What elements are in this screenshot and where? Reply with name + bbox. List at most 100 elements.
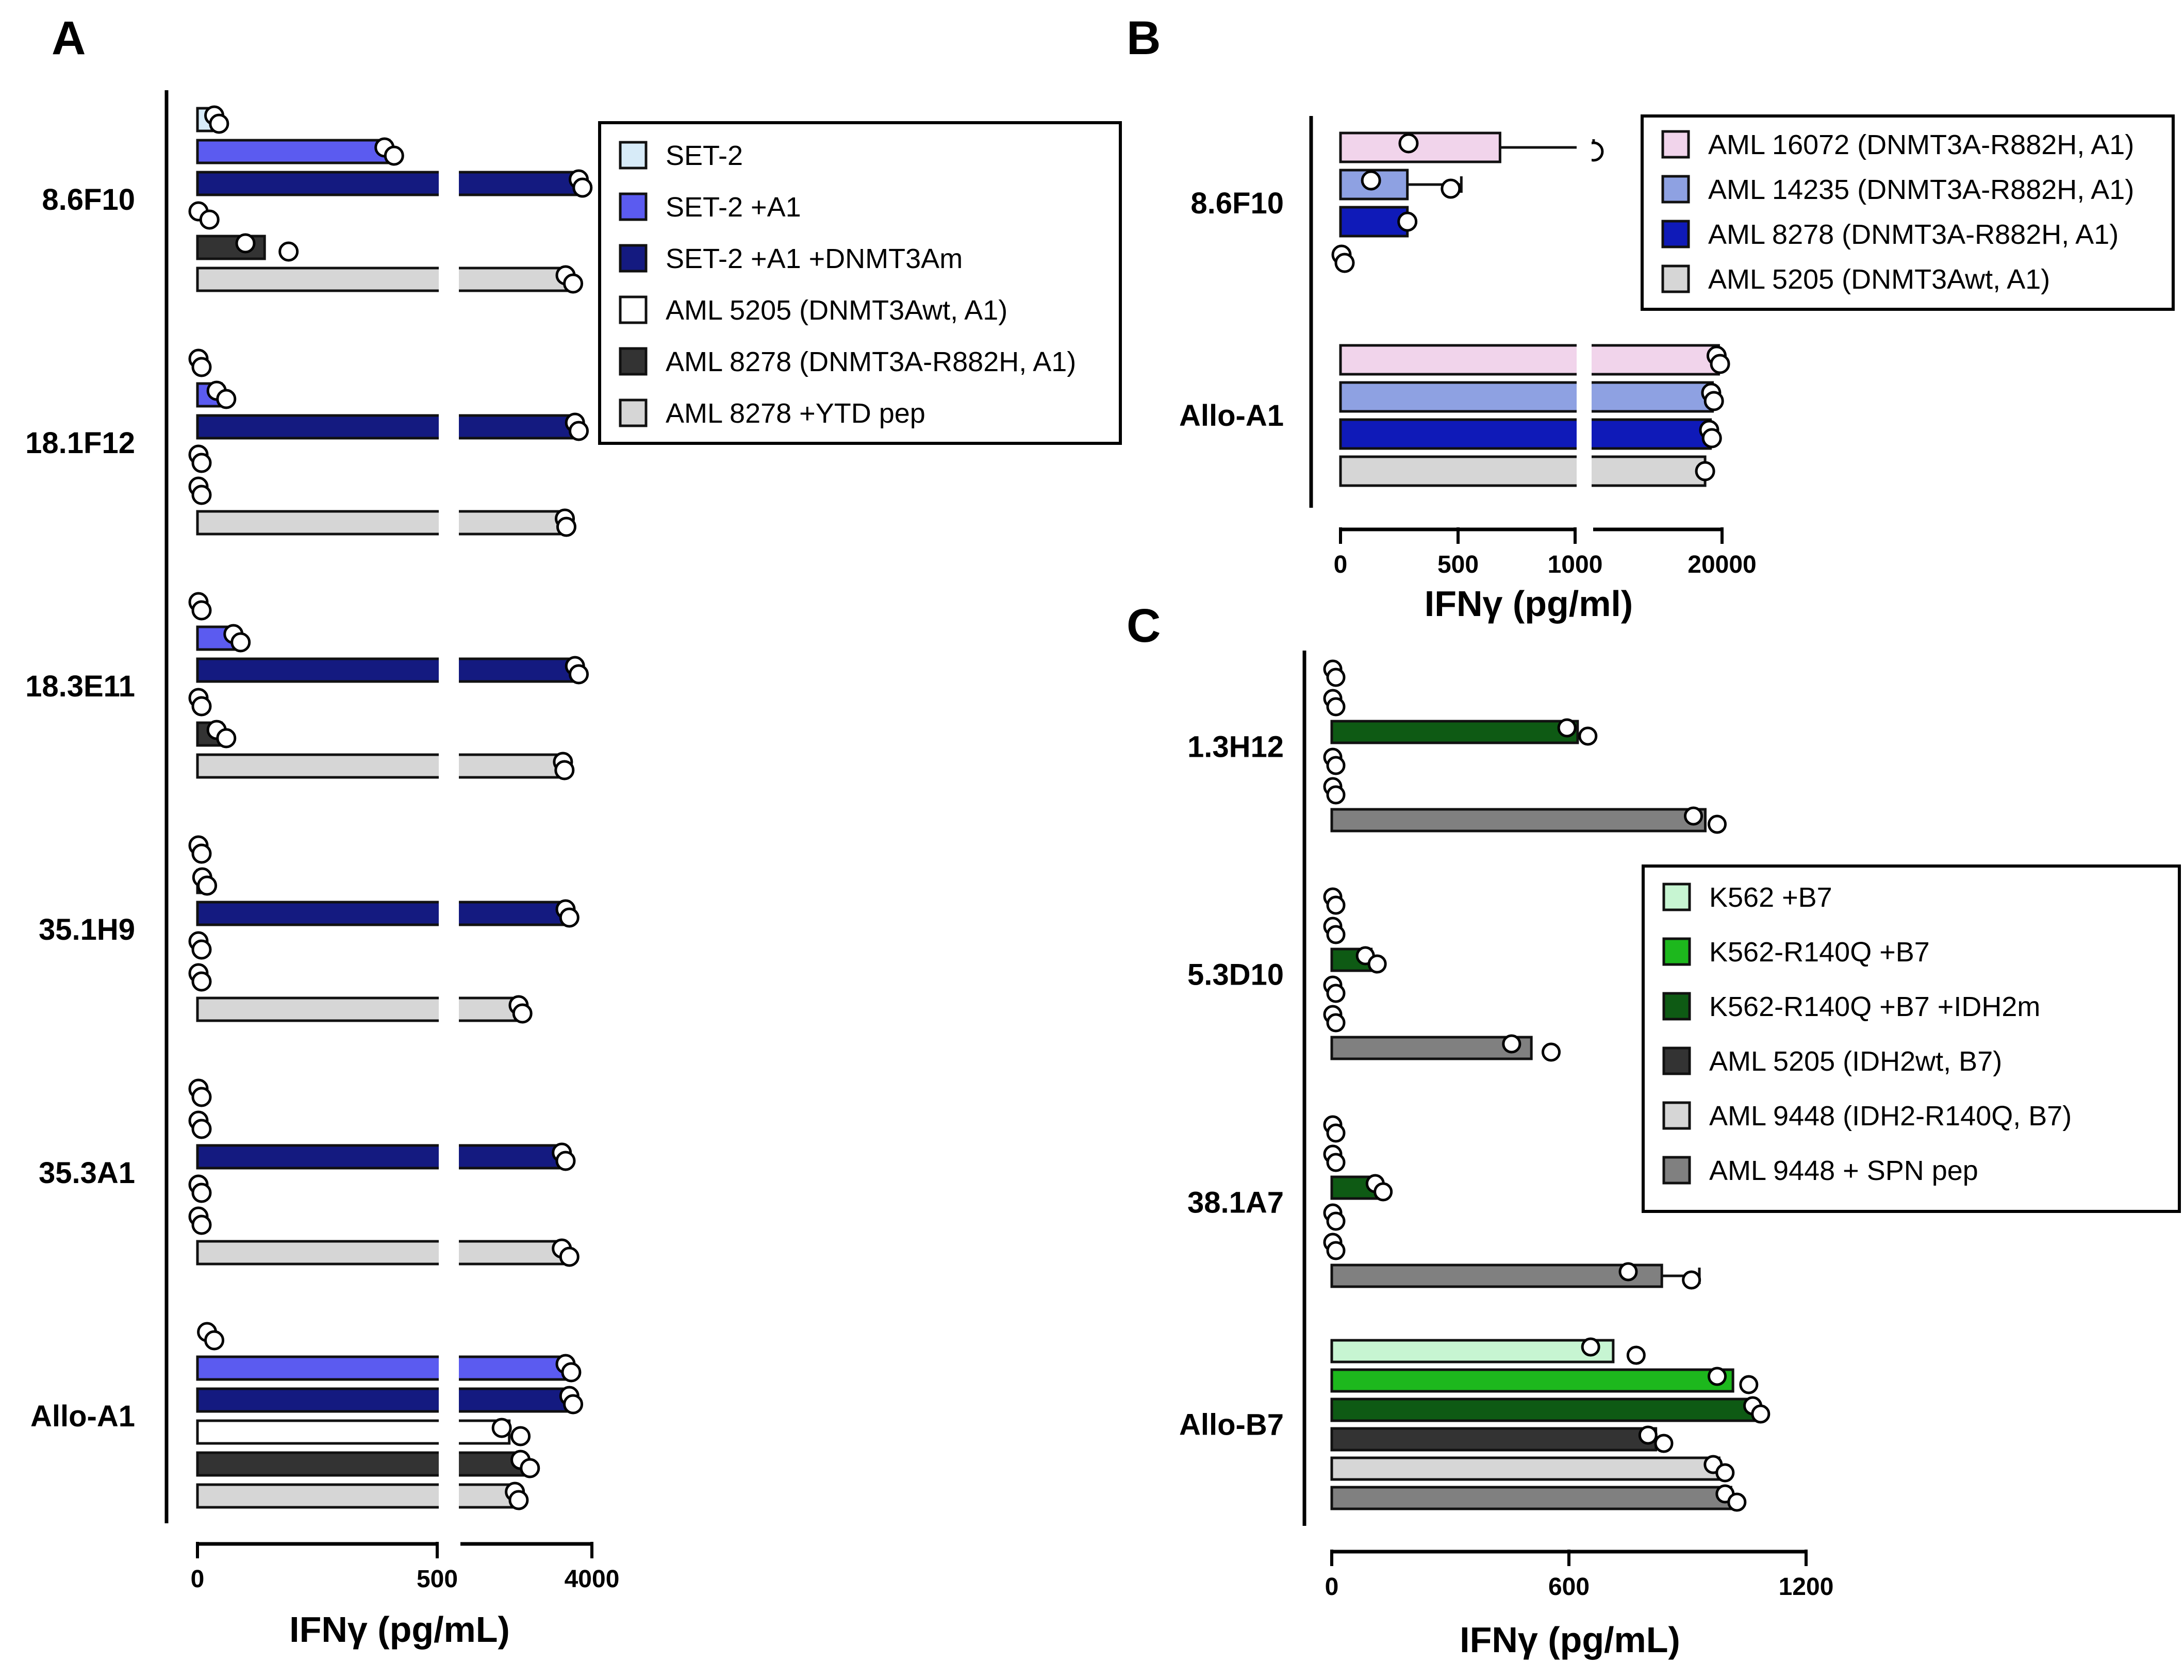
point-18-1f12-aml-8278-dnmt3a-r882h-a1-1 — [191, 485, 212, 505]
legend-label-aml-16072-dnmt3a-r882h-a1: AML 16072 (DNMT3A-R882H, A1) — [1708, 129, 2134, 160]
x-tick-label-0: 0 — [1334, 551, 1348, 578]
legend-label-set-2-a1: SET-2 +A1 — [666, 192, 801, 223]
legend-label-aml-8278-ytd-pep: AML 8278 +YTD pep — [666, 398, 925, 429]
legend-swatch-set-2-a1 — [619, 192, 648, 221]
point-allo-a1-aml-16072-dnmt3a-r882h-a1-1 — [1710, 354, 1730, 374]
group-label-8-6f10: 8.6F10 — [1190, 187, 1284, 220]
bar-allo-b7-aml-5205-idh2wt-b7 — [1330, 1427, 1658, 1452]
legend-label-aml-5205-dnmt3awt-a1: AML 5205 (DNMT3Awt, A1) — [666, 295, 1007, 326]
group-label-1-3h12: 1.3H12 — [1187, 730, 1284, 764]
bar-35-1h9-set-2-a1-dnmt3am — [196, 901, 569, 926]
legend-swatch-aml-8278-dnmt3a-r882h-a1 — [619, 347, 648, 376]
point-8-6f10-aml-14235-dnmt3a-r882h-a1-0 — [1361, 170, 1381, 191]
point-allo-b7-k562-r140q-b7-1 — [1739, 1375, 1759, 1394]
x-tick-label-500: 500 — [1437, 551, 1479, 578]
legend-swatch-aml-9448-idh2-r140q-b7 — [1662, 1101, 1691, 1130]
panel-letter-b: B — [1127, 12, 1161, 64]
point-1-3h12-aml-9448-spn-pep-0 — [1684, 806, 1703, 826]
legend-label-k562-b7: K562 +B7 — [1709, 882, 1832, 913]
point-allo-b7-k562-b7-0 — [1581, 1337, 1600, 1357]
bar-1-3h12-k562-r140q-b7-idh2m — [1330, 720, 1579, 744]
bar-allo-a1-set-2-a1-dnmt3am — [196, 1387, 573, 1413]
legend-label-k562-r140q-b7-idh2m: K562-R140Q +B7 +IDH2m — [1709, 991, 2040, 1022]
point-38-1a7-aml-9448-spn-pep-1 — [1682, 1270, 1701, 1290]
legend-swatch-aml-5205-dnmt3awt-a1 — [619, 295, 648, 324]
bar-8-6f10-aml-8278-ytd-pep — [196, 267, 571, 292]
legend-label-k562-r140q-b7: K562-R140Q +B7 — [1709, 937, 1930, 968]
bar-allo-a1-aml-16072-dnmt3a-r882h-a1 — [1339, 344, 1720, 376]
point-35-1h9-set-2-1 — [191, 843, 212, 864]
point-allo-a1-set-2-a1-1 — [561, 1362, 582, 1383]
point-allo-b7-k562-b7-1 — [1626, 1345, 1646, 1365]
bar-8-6f10-set-2-a1-dnmt3am — [196, 171, 582, 196]
point-35-1h9-aml-5205-dnmt3awt-a1-1 — [191, 939, 212, 960]
x-axis-title: IFNγ (pg/ml) — [1425, 584, 1633, 624]
point-allo-a1-aml-14235-dnmt3a-r882h-a1-1 — [1703, 391, 1724, 411]
point-35-3a1-set-2-a1-dnmt3am-1 — [555, 1151, 576, 1171]
point-18-1f12-set-2-1 — [191, 357, 212, 377]
point-5-3d10-aml-9448-idh2-r140q-b7-1 — [1326, 1013, 1346, 1033]
point-8-6f10-set-2-1 — [209, 113, 229, 134]
group-label-8-6f10: 8.6F10 — [42, 183, 135, 217]
legend-swatch-aml-14235-dnmt3a-r882h-a1 — [1661, 175, 1690, 204]
point-38-1a7-k562-r140q-b7-1 — [1326, 1153, 1346, 1172]
legend-swatch-k562-b7 — [1662, 883, 1691, 911]
x-tick-label-0: 0 — [1325, 1573, 1339, 1601]
point-35-1h9-aml-8278-ytd-pep-1 — [512, 1003, 533, 1024]
legend-swatch-set-2 — [619, 141, 648, 170]
point-18-1f12-aml-8278-ytd-pep-1 — [556, 517, 576, 537]
bar-35-3a1-aml-8278-ytd-pep — [196, 1240, 567, 1266]
point-1-3h12-k562-r140q-b7-idh2m-0 — [1557, 718, 1577, 738]
bar-allo-b7-aml-9448-idh2-r140q-b7 — [1330, 1456, 1720, 1481]
bar-18-3e11-set-2-a1-dnmt3am — [196, 657, 578, 683]
panel-letter-a: A — [52, 12, 86, 64]
legend-swatch-aml-5205-idh2wt-b7 — [1662, 1046, 1691, 1075]
legend-swatch-aml-8278-ytd-pep — [619, 398, 648, 427]
legend-label-aml-5205-idh2wt-b7: AML 5205 (IDH2wt, B7) — [1709, 1046, 2002, 1077]
x-tick-label-1000: 1000 — [1548, 551, 1603, 578]
bar-allo-b7-k562-r140q-b7 — [1330, 1368, 1734, 1393]
x-tick-label-4000: 4000 — [565, 1566, 620, 1593]
point-allo-a1-aml-5205-dnmt3awt-a1-0 — [491, 1418, 512, 1438]
point-18-3e11-set-2-a1-1 — [230, 632, 251, 653]
point-allo-a1-aml-8278-ytd-pep-1 — [508, 1490, 529, 1510]
point-5-3d10-k562-r140q-b7-1 — [1326, 925, 1346, 944]
point-1-3h12-k562-r140q-b7-1 — [1326, 697, 1346, 717]
bar-5-3d10-aml-9448-spn-pep — [1330, 1036, 1533, 1060]
bar-35-1h9-aml-8278-ytd-pep — [196, 996, 522, 1022]
panel-c: C 1.3H12 5.3D10 38.1A7 Allo-B7 0 600 1200 IFNγ (… — [1127, 600, 2181, 1660]
legend-swatch-k562-r140q-b7-idh2m — [1662, 992, 1691, 1021]
x-tick-label-500: 500 — [417, 1566, 458, 1593]
point-8-6f10-aml-8278-ytd-pep-1 — [563, 273, 584, 294]
legend-swatch-aml-16072-dnmt3a-r882h-a1 — [1661, 130, 1690, 159]
group-label-35-1h9: 35.1H9 — [39, 913, 135, 946]
bar-1-3h12-aml-9448-spn-pep — [1330, 808, 1707, 833]
legend-label-set-2: SET-2 — [666, 140, 743, 171]
point-1-3h12-k562-r140q-b7-idh2m-1 — [1578, 726, 1598, 746]
point-1-3h12-aml-9448-idh2-r140q-b7-1 — [1326, 785, 1346, 805]
point-18-3e11-set-2-a1-dnmt3am-1 — [569, 664, 589, 685]
bar-18-1f12-aml-8278-ytd-pep — [196, 510, 567, 536]
x-tick-label-600: 600 — [1548, 1573, 1590, 1601]
group-label-allo-a1: Allo-A1 — [30, 1400, 135, 1433]
point-8-6f10-set-2-a1-1 — [384, 145, 404, 166]
point-1-3h12-aml-5205-idh2wt-b7-1 — [1326, 756, 1346, 775]
legend-swatch-aml-8278-dnmt3a-r882h-a1 — [1661, 220, 1690, 248]
point-38-1a7-aml-9448-idh2-r140q-b7-1 — [1326, 1241, 1346, 1260]
axis-break-gap — [1577, 116, 1592, 508]
bar-allo-a1-set-2-a1 — [196, 1355, 571, 1381]
point-allo-a1-aml-8278-dnmt3a-r882h-a1-1 — [520, 1458, 540, 1478]
point-allo-b7-k562-r140q-b7-0 — [1708, 1367, 1727, 1386]
point-allo-a1-aml-8278-dnmt3a-r882h-a1-1 — [1701, 428, 1722, 448]
x-tick-label-20000: 20000 — [1687, 551, 1756, 578]
bar-35-3a1-set-2-a1-dnmt3am — [196, 1144, 565, 1170]
group-label-allo-b7: Allo-B7 — [1179, 1408, 1284, 1442]
bar-18-3e11-aml-8278-ytd-pep — [196, 753, 565, 779]
legend-label-aml-8278-dnmt3a-r882h-a1: AML 8278 (DNMT3A-R882H, A1) — [1708, 219, 2119, 250]
point-18-3e11-set-2-1 — [191, 600, 212, 621]
group-label-allo-a1: Allo-A1 — [1179, 399, 1284, 433]
x-tick-label-0: 0 — [191, 1566, 205, 1593]
point-38-1a7-k562-r140q-b7-idh2m-1 — [1374, 1182, 1393, 1202]
legend-box — [1641, 114, 2175, 311]
group-label-5-3d10: 5.3D10 — [1187, 958, 1284, 992]
